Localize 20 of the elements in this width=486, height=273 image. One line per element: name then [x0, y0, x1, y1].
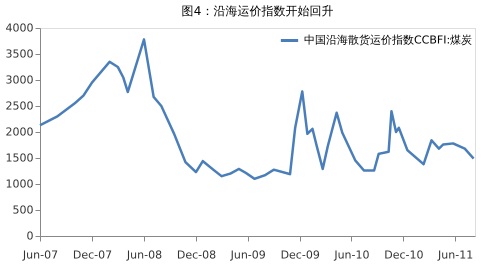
x-tick-label: Jun-07	[22, 248, 58, 262]
y-tick-label: 1500	[6, 152, 34, 164]
x-tick-label: Jun-10	[333, 248, 370, 262]
x-tick-label: Dec-07	[72, 248, 112, 262]
y-tick-label: 0	[26, 230, 34, 242]
y-tick-label: 3000	[6, 74, 34, 86]
y-tick-label: 4000	[6, 22, 34, 34]
y-tick-label: 500	[12, 204, 34, 216]
legend-label: 中国沿海散货运价指数CCBFI:煤炭	[304, 34, 472, 46]
y-tick-label: 2000	[6, 126, 34, 138]
y-tick-label: 1000	[6, 178, 34, 190]
x-tick-label: Dec-09	[280, 248, 320, 262]
chart-title: 图4：沿海运价指数开始回升	[182, 4, 334, 18]
x-tick-label: Dec-08	[176, 248, 216, 262]
x-tick-label: Jun-11	[437, 248, 474, 262]
y-tick-label: 3500	[6, 48, 34, 60]
x-tick-label: Jun-09	[230, 248, 266, 262]
y-tick-label: 2500	[6, 100, 34, 112]
x-tick-label: Dec-10	[384, 248, 424, 262]
x-tick-label: Jun-08	[126, 248, 162, 262]
